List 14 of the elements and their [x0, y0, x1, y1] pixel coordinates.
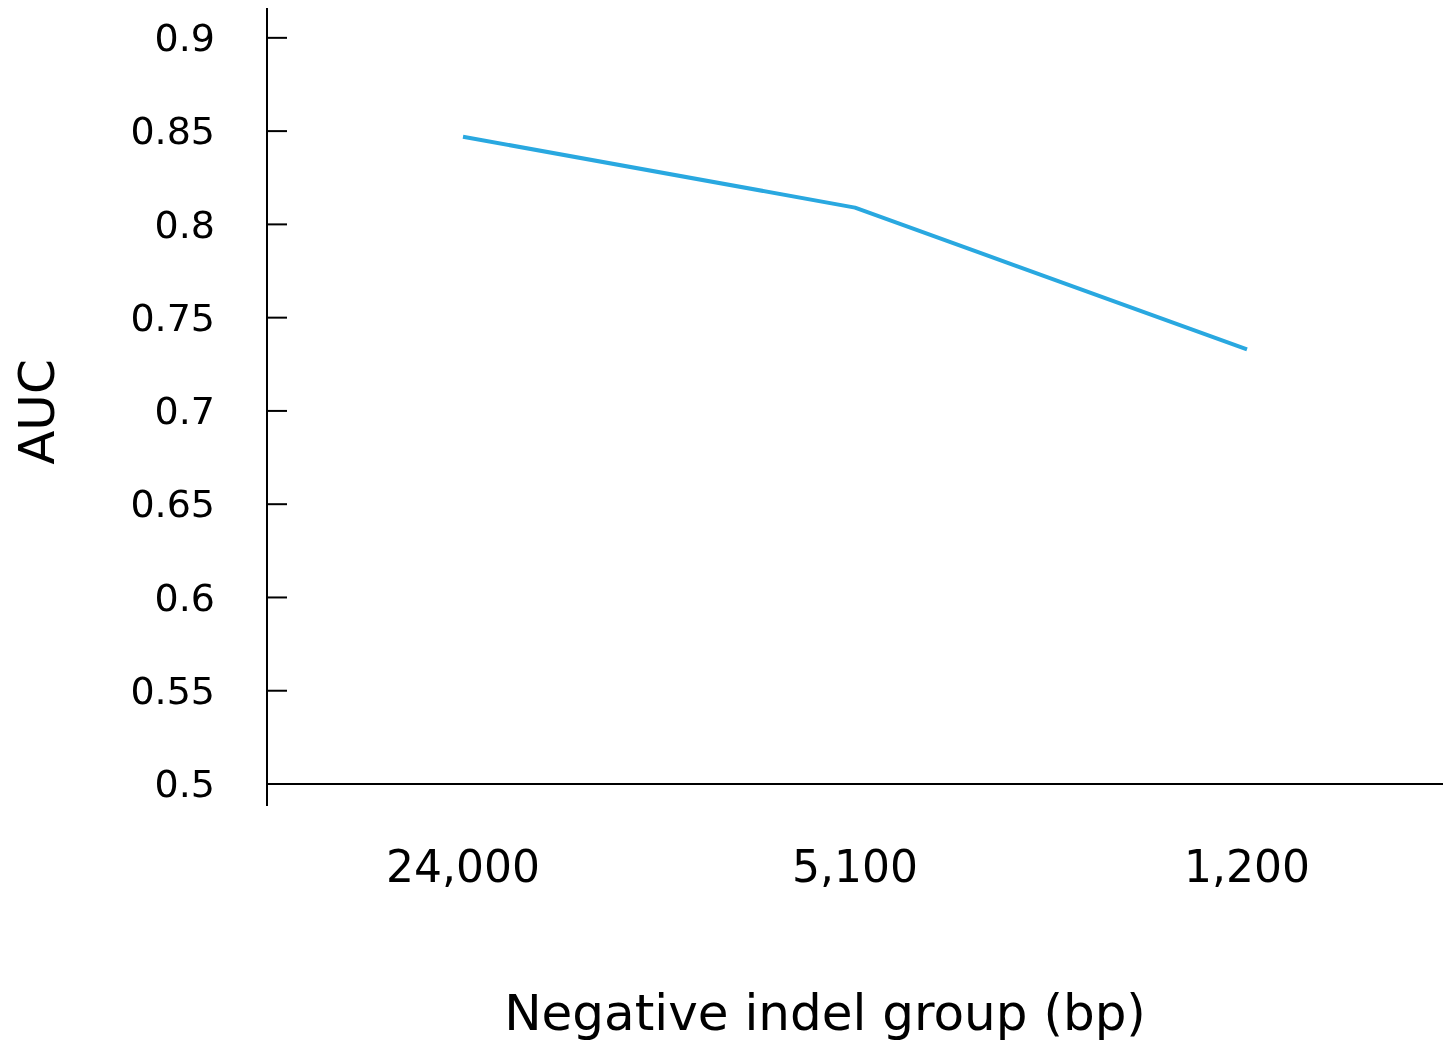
x-axis-title: Negative indel group (bp): [504, 984, 1146, 1042]
y-tick-label: 0.75: [130, 295, 215, 340]
y-tick-label: 0.5: [154, 762, 215, 807]
y-tick-label: 0.8: [154, 202, 215, 247]
y-tick-label: 0.7: [154, 389, 215, 434]
y-tick-label: 0.6: [154, 575, 215, 620]
y-tick-label: 0.55: [130, 669, 215, 714]
x-tick-label: 24,000: [386, 841, 540, 892]
y-tick-label: 0.65: [130, 482, 215, 527]
x-tick-label: 5,100: [792, 841, 918, 892]
y-tick-label: 0.85: [130, 109, 215, 154]
y-tick-label: 0.9: [154, 16, 215, 61]
x-tick-label: 1,200: [1184, 841, 1310, 892]
y-axis-title: AUC: [8, 359, 66, 465]
